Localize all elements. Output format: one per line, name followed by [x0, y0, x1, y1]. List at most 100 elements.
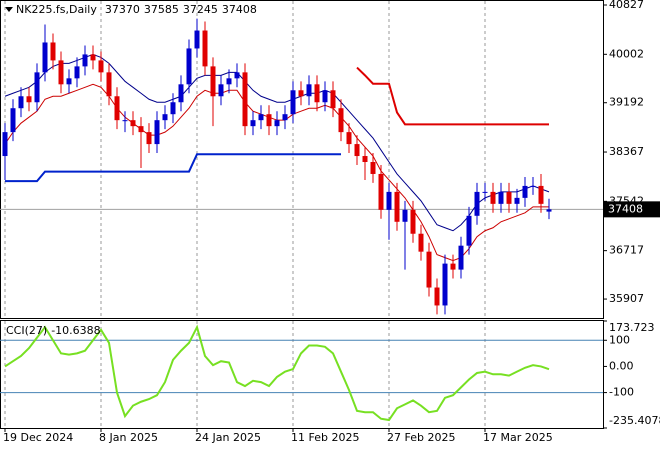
- candle-body: [162, 114, 168, 121]
- candle-body: [74, 66, 80, 79]
- candle-body: [322, 90, 328, 103]
- candle-body: [42, 42, 48, 73]
- candle-body: [474, 191, 480, 216]
- overlay-line: [5, 153, 341, 183]
- candle-body: [298, 90, 304, 97]
- y-tick-label: 35907: [609, 292, 644, 305]
- y-tick-label: 39192: [609, 96, 644, 109]
- candle-body: [210, 66, 216, 97]
- candle-body: [2, 132, 8, 157]
- candle-body: [98, 60, 104, 73]
- overlay-line: [4, 53, 550, 232]
- candle-body: [218, 84, 224, 97]
- candle-body: [90, 54, 96, 61]
- candle-body: [338, 108, 344, 133]
- candle-body: [154, 120, 160, 145]
- candle-body: [202, 30, 208, 67]
- candle-body: [306, 84, 312, 97]
- candle-body: [426, 251, 432, 288]
- candle-body: [26, 96, 32, 103]
- header-value: 37408: [222, 3, 257, 16]
- menu-triangle[interactable]: [5, 7, 13, 12]
- candle-body: [66, 78, 72, 85]
- candle-body: [498, 191, 504, 204]
- x-tick-label: 19 Dec 2024: [3, 431, 73, 444]
- indicator-tick-label: 173.723: [609, 321, 655, 334]
- header-value: 37370: [105, 3, 140, 16]
- candle-body: [82, 54, 88, 67]
- main-panel-frame: [0, 0, 604, 319]
- candle-body: [522, 185, 528, 198]
- candle-body: [346, 132, 352, 145]
- x-tick-label: 11 Feb 2025: [291, 431, 359, 444]
- indicator-tick-label: 0.00: [609, 359, 634, 372]
- indicator-tick-label: 100: [609, 333, 630, 346]
- candle-body: [538, 185, 544, 204]
- indicator-title: CCI(27): [6, 324, 47, 337]
- candle-body: [106, 72, 112, 97]
- candle-body: [410, 209, 416, 234]
- x-tick-label: 8 Jan 2025: [99, 431, 158, 444]
- price-box: [604, 201, 660, 218]
- candle-body: [258, 114, 264, 121]
- candle-body: [458, 245, 464, 270]
- header-value: 37245: [183, 3, 218, 16]
- candle-body: [282, 114, 288, 121]
- candle-body: [450, 263, 456, 270]
- y-tick-label: 38367: [609, 145, 644, 158]
- candle-body: [402, 209, 408, 222]
- cci-line: [4, 324, 550, 422]
- indicator-panel-frame: [0, 320, 604, 429]
- candle-body: [194, 30, 200, 49]
- y-tick-label: 40002: [609, 47, 644, 60]
- candle-body: [482, 191, 488, 193]
- candle-body: [130, 120, 136, 127]
- indicator-tick-label: -235.4078: [609, 414, 660, 427]
- candle-body: [370, 162, 376, 174]
- x-tick-label: 24 Jan 2025: [195, 431, 261, 444]
- candle-body: [442, 263, 448, 306]
- candle-body: [186, 48, 192, 85]
- candle-body: [58, 60, 64, 85]
- candle-body: [10, 108, 16, 133]
- indicator-tick-label: -100: [609, 386, 634, 399]
- candle-body: [226, 78, 232, 85]
- candle-body: [394, 191, 400, 222]
- candle-body: [418, 233, 424, 252]
- candle-body: [114, 96, 120, 121]
- candle-body: [242, 72, 248, 127]
- candle-body: [490, 191, 496, 204]
- candle-body: [546, 209, 552, 212]
- candle-body: [170, 102, 176, 115]
- x-tick-label: 27 Feb 2025: [387, 431, 455, 444]
- indicator-value: -10.6388: [51, 324, 100, 337]
- candle-body: [514, 197, 520, 204]
- candle-body: [274, 120, 280, 127]
- y-tick-label: 40827: [609, 0, 644, 11]
- candle-body: [178, 84, 184, 103]
- x-tick-label: 17 Mar 2025: [483, 431, 553, 444]
- candle-body: [362, 156, 368, 163]
- candle-body: [146, 132, 152, 145]
- candle-body: [266, 114, 272, 127]
- candle-body: [434, 287, 440, 306]
- header-title: NK225.fs,Daily: [16, 3, 97, 16]
- candle-body: [290, 90, 296, 115]
- candle-body: [314, 84, 320, 103]
- candle-body: [250, 120, 256, 127]
- candle-body: [466, 215, 472, 246]
- candle-body: [50, 42, 56, 61]
- header-value: 37585: [144, 3, 179, 16]
- candle-body: [330, 90, 336, 109]
- candle-body: [378, 173, 384, 210]
- candle-body: [138, 126, 144, 133]
- candle-body: [18, 96, 24, 109]
- candle-body: [234, 72, 240, 79]
- price-box-label: 37408: [608, 202, 643, 215]
- candle-body: [386, 191, 392, 210]
- candle-body: [354, 144, 360, 157]
- candle-body: [530, 185, 536, 187]
- candle-body: [122, 120, 128, 122]
- candle-body: [506, 191, 512, 204]
